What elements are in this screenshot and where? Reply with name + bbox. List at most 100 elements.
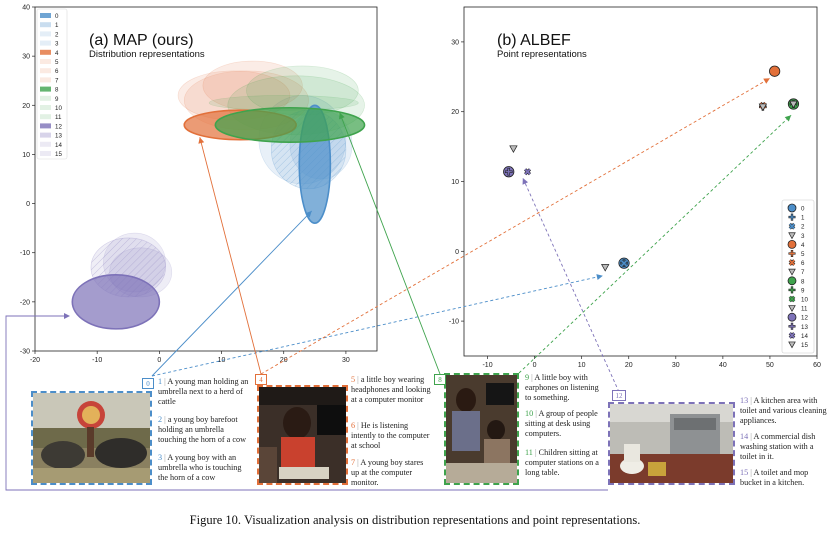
legend-a-label-5: 5	[55, 59, 59, 66]
photo-children-computers-drawing	[446, 375, 517, 483]
chart-b-title: (b) ALBEF	[497, 32, 571, 49]
arrow-head	[198, 137, 205, 144]
caption-11: 11 | Children sitting at computer statio…	[525, 448, 599, 477]
legend-b-label-14: 14	[801, 333, 808, 340]
legend-a-label-9: 9	[55, 96, 59, 103]
caption-14: 14 | A commercial dish washing station w…	[740, 432, 816, 461]
legend-b-label-9: 9	[801, 287, 805, 294]
y-tick-label: 20	[22, 103, 30, 110]
arrow-head	[339, 112, 345, 120]
point-marker-10	[789, 296, 795, 302]
point-marker-14	[789, 332, 795, 339]
legend-a-label-2: 2	[55, 31, 59, 38]
legend-a-label-1: 1	[55, 22, 59, 29]
point-marker-11	[789, 100, 798, 109]
legend-a-swatch-7	[40, 77, 51, 83]
point-marker-15	[509, 145, 518, 154]
legend-a-label-15: 15	[55, 151, 62, 158]
group-label-0: 0	[142, 378, 154, 389]
caption-15: 15 | A toilet and mop bucket in a kitche…	[740, 468, 809, 487]
y-tick-label: 10	[22, 152, 30, 159]
legend-a-label-7: 7	[55, 77, 59, 84]
arrow-group8-albef	[518, 114, 792, 374]
arrow-head	[596, 274, 603, 280]
point-marker-8	[787, 276, 797, 286]
legend-a-label-4: 4	[55, 50, 59, 57]
caption-1: 1 | A young man holding an umbrella next…	[158, 377, 249, 406]
point-marker-4	[787, 239, 797, 249]
x-tick-label: 10	[578, 362, 586, 369]
x-tick-label: 60	[813, 362, 821, 369]
legend-a-label-6: 6	[55, 68, 59, 75]
legend-b-frame	[781, 199, 815, 354]
arrow-group4-map	[199, 137, 262, 375]
distribution-ellipse-8	[214, 106, 366, 143]
x-tick-label: 30	[672, 362, 680, 369]
photo-children-computers	[444, 373, 519, 485]
arrow-head	[784, 115, 792, 122]
group-label-8: 8	[434, 374, 446, 385]
point-marker-3	[788, 232, 796, 240]
legend-a-swatch-13	[40, 132, 51, 138]
point-marker-6	[789, 259, 795, 266]
arrow-head	[64, 313, 70, 319]
legend-a-label-11: 11	[55, 114, 62, 121]
legend-a-swatch-0	[40, 13, 51, 18]
arrow-group12-map	[5, 315, 608, 491]
x-tick-label: -10	[92, 357, 102, 364]
legend-a-swatch-3	[40, 40, 51, 46]
x-tick-label: 20	[280, 357, 288, 364]
chart-b-subtitle: Point representations	[497, 49, 587, 60]
point-marker-4	[769, 65, 781, 77]
legend-a-swatch-10	[40, 105, 51, 110]
legend-b-label-4: 4	[801, 242, 805, 249]
arrow-group8-map	[339, 112, 441, 375]
legend-b-label-2: 2	[801, 224, 805, 231]
legend-a-frame	[36, 8, 68, 160]
caption-6: 6 | He is listening intently to the comp…	[351, 421, 430, 450]
photo-boy-headphones-drawing	[259, 387, 346, 483]
point-marker-7	[758, 103, 768, 112]
y-tick-label: 10	[451, 179, 459, 186]
point-marker-11	[788, 305, 796, 313]
legend-b-label-13: 13	[801, 324, 808, 331]
point-marker-1	[788, 213, 796, 221]
connectors	[5, 77, 792, 491]
y-tick-label: -20	[20, 299, 30, 306]
caption-3: 3 | A young boy with an umbrella who is …	[158, 453, 242, 482]
legend-a-label-8: 8	[55, 87, 59, 94]
legend-b-label-11: 11	[801, 306, 808, 313]
legend-b-label-12: 12	[801, 315, 808, 322]
arrow-group0-map	[151, 210, 313, 377]
caption-13: 13 | A kitchen area with toilet and vari…	[740, 396, 827, 425]
figure-caption: Figure 10. Visualization analysis on dis…	[189, 513, 641, 527]
legend-a-label-13: 13	[55, 133, 62, 140]
point-marker-5	[788, 250, 796, 257]
photo-cattle-boy-drawing	[33, 393, 150, 483]
legend-b-label-6: 6	[801, 260, 805, 267]
arrow-head	[305, 210, 312, 218]
arrow-group4-albef	[260, 77, 771, 375]
point-marker-0	[787, 203, 797, 213]
legend-b-label-10: 10	[801, 297, 808, 304]
x-tick-label: -10	[482, 362, 492, 369]
caption-7: 7 | A young boy stares up at the compute…	[351, 458, 424, 487]
y-tick-label: -10	[20, 250, 30, 257]
x-tick-label: 30	[342, 357, 350, 364]
legend-b-label-7: 7	[801, 269, 805, 276]
photo-boy-headphones	[257, 385, 348, 485]
legend-a-swatch-9	[40, 95, 51, 101]
x-tick-label: -20	[30, 357, 40, 364]
y-tick-label: -10	[449, 319, 459, 326]
point-marker-7	[788, 268, 796, 276]
arrow-group12-albef	[522, 177, 620, 393]
x-tick-label: 0	[157, 357, 161, 364]
photo-cattle-boy	[31, 391, 152, 485]
x-tick-label: 40	[719, 362, 727, 369]
arrow-head	[522, 178, 529, 185]
legend-a-swatch-14	[40, 141, 51, 147]
x-tick-label: 50	[766, 362, 774, 369]
